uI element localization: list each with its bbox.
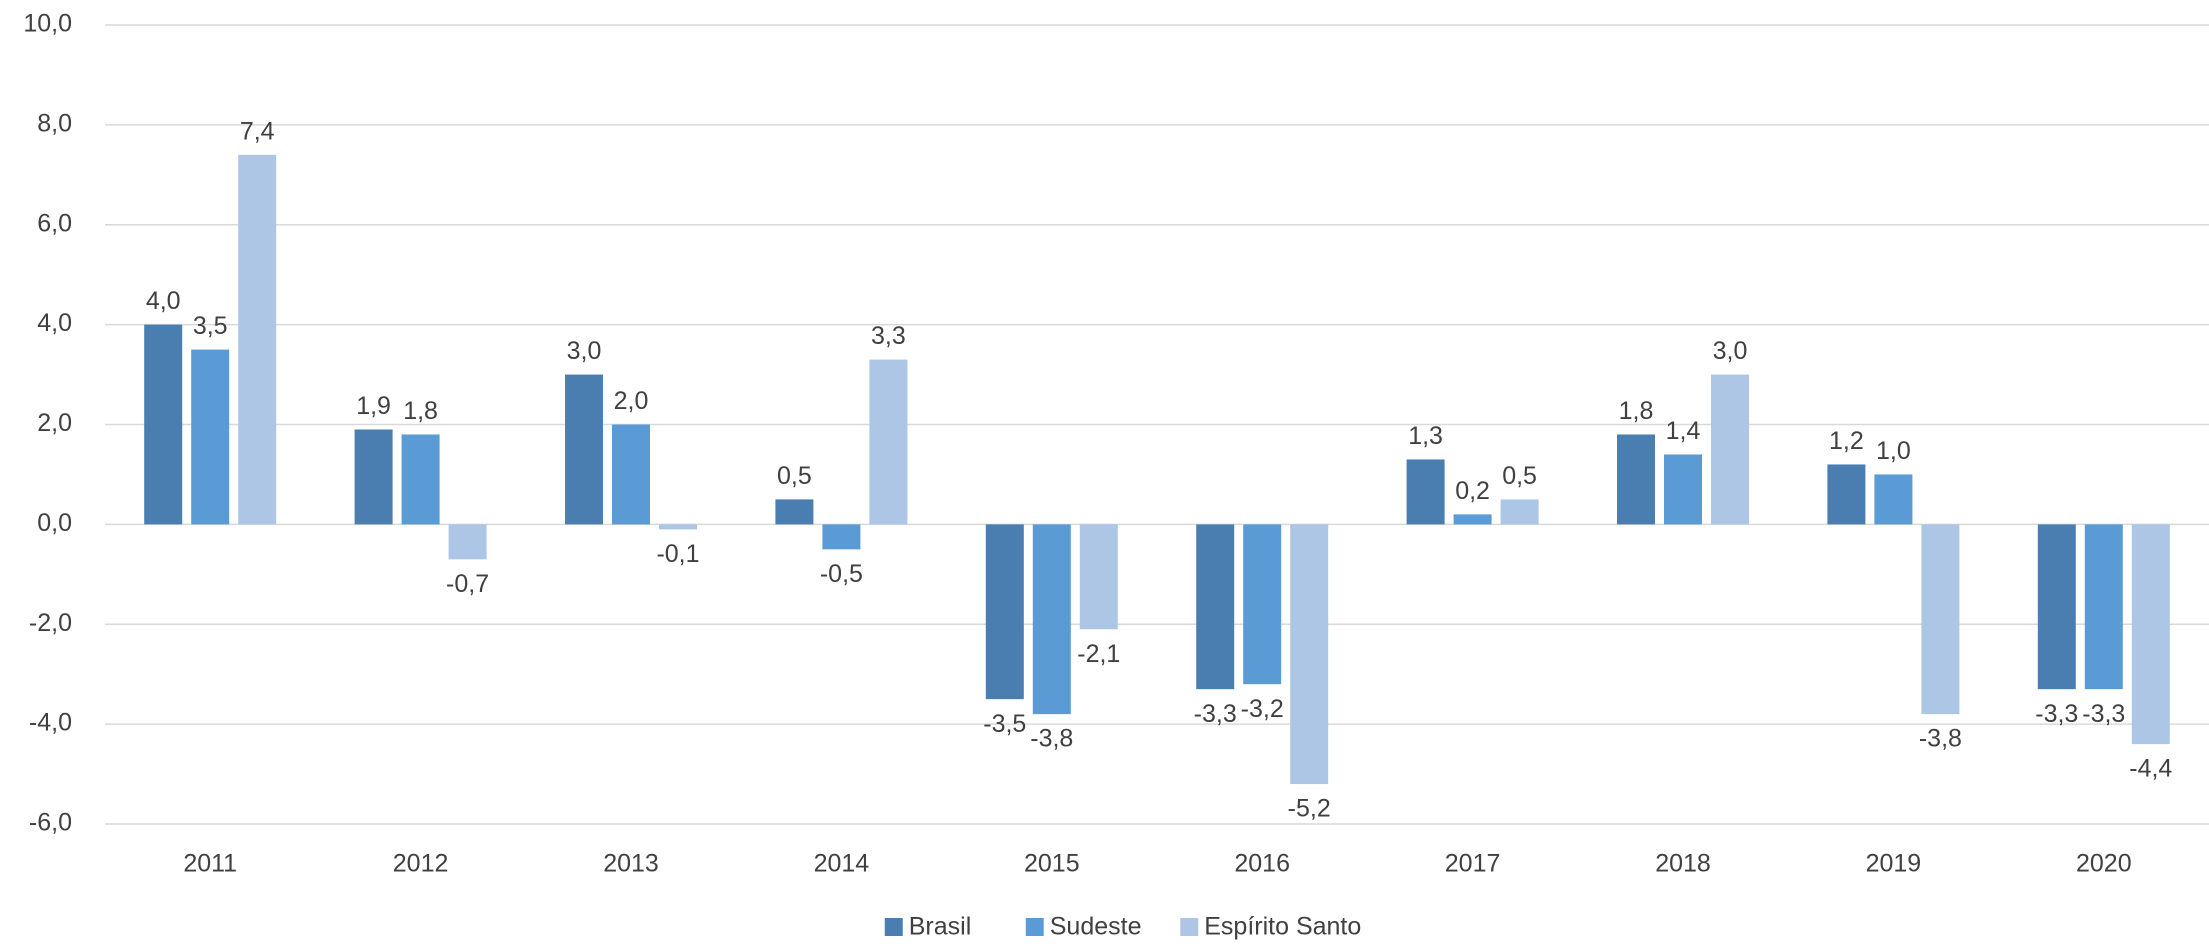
bar bbox=[2037, 524, 2076, 690]
value-label: 3,5 bbox=[193, 312, 228, 340]
bar bbox=[1874, 474, 1913, 525]
legend-label: Sudeste bbox=[1050, 913, 1142, 941]
bar bbox=[775, 499, 814, 525]
y-tick-label: 4,0 bbox=[37, 309, 72, 337]
value-label: 1,3 bbox=[1408, 422, 1443, 450]
value-label: -3,3 bbox=[1194, 700, 1237, 728]
value-label: 3,0 bbox=[1713, 337, 1748, 365]
bar bbox=[191, 349, 230, 525]
value-label: 7,4 bbox=[240, 117, 275, 145]
bar bbox=[2131, 524, 2170, 745]
value-label: 1,4 bbox=[1666, 417, 1701, 445]
legend-label: Espírito Santo bbox=[1204, 913, 1361, 941]
bar bbox=[1243, 524, 1282, 685]
bar bbox=[869, 359, 908, 525]
x-tick-label: 2020 bbox=[2076, 850, 2132, 878]
value-label: 1,0 bbox=[1876, 437, 1911, 465]
bar bbox=[985, 524, 1024, 700]
x-tick-label: 2019 bbox=[1866, 850, 1922, 878]
value-label: -2,1 bbox=[1077, 640, 1120, 668]
bar bbox=[1617, 434, 1655, 525]
bar bbox=[354, 429, 393, 525]
y-tick-label: 8,0 bbox=[37, 109, 72, 137]
value-label: -4,4 bbox=[2129, 755, 2172, 783]
value-label: -0,5 bbox=[820, 560, 863, 588]
x-tick-label: 2011 bbox=[183, 850, 237, 878]
bar bbox=[1290, 524, 1329, 785]
bar bbox=[1406, 459, 1445, 525]
y-tick-label: -2,0 bbox=[29, 609, 72, 637]
bar bbox=[1196, 524, 1235, 690]
bar bbox=[1921, 524, 1960, 715]
value-label: -3,3 bbox=[2082, 700, 2125, 728]
bar bbox=[822, 524, 861, 550]
value-label: -0,1 bbox=[656, 540, 699, 568]
value-label: 0,5 bbox=[1502, 462, 1537, 490]
x-tick-label: 2013 bbox=[603, 850, 659, 878]
legend-swatch bbox=[1180, 918, 1199, 936]
value-label: 3,3 bbox=[871, 322, 906, 350]
value-label: 1,8 bbox=[1619, 397, 1654, 425]
legend-swatch bbox=[1025, 918, 1044, 936]
y-tick-label: -4,0 bbox=[29, 709, 72, 737]
bar bbox=[1664, 454, 1702, 525]
value-label: 0,2 bbox=[1455, 477, 1490, 505]
bar bbox=[1500, 499, 1539, 525]
y-tick-label: 2,0 bbox=[37, 409, 72, 437]
value-label: -3,5 bbox=[983, 710, 1026, 738]
value-label: -5,2 bbox=[1288, 795, 1331, 823]
y-tick-label: -6,0 bbox=[29, 809, 72, 837]
value-label: 4,0 bbox=[146, 287, 181, 315]
value-label: 0,5 bbox=[777, 462, 812, 490]
y-tick-label: 6,0 bbox=[37, 209, 72, 237]
bar bbox=[612, 424, 650, 525]
x-tick-label: 2016 bbox=[1234, 850, 1290, 878]
bar bbox=[144, 324, 183, 525]
bar bbox=[565, 374, 603, 525]
x-tick-label: 2012 bbox=[393, 850, 449, 878]
y-tick-label: 0,0 bbox=[37, 509, 72, 537]
bar bbox=[1032, 524, 1071, 715]
value-label: 1,8 bbox=[403, 397, 438, 425]
bar bbox=[1827, 464, 1866, 525]
value-label: 1,2 bbox=[1829, 427, 1864, 455]
value-label: -3,8 bbox=[1030, 725, 1073, 753]
bar bbox=[448, 524, 487, 560]
bar bbox=[1453, 514, 1492, 525]
bar bbox=[1079, 524, 1118, 630]
value-label: -3,2 bbox=[1241, 695, 1284, 723]
legend-swatch bbox=[884, 918, 903, 936]
value-label: 2,0 bbox=[614, 387, 649, 415]
bar bbox=[2084, 524, 2123, 690]
legend-label: Brasil bbox=[909, 913, 972, 941]
value-label: -3,3 bbox=[2035, 700, 2078, 728]
bar bbox=[1711, 374, 1749, 525]
x-tick-label: 2018 bbox=[1655, 850, 1711, 878]
x-tick-label: 2015 bbox=[1024, 850, 1080, 878]
bar bbox=[659, 524, 697, 530]
x-tick-label: 2014 bbox=[814, 850, 870, 878]
value-label: 1,9 bbox=[356, 392, 391, 420]
x-tick-label: 2017 bbox=[1445, 850, 1501, 878]
value-label: -3,8 bbox=[1919, 725, 1962, 753]
value-label: 3,0 bbox=[567, 337, 602, 365]
bar bbox=[401, 434, 440, 525]
bar bbox=[238, 154, 277, 525]
value-label: -0,7 bbox=[446, 570, 489, 598]
y-tick-label: 10,0 bbox=[23, 10, 72, 38]
